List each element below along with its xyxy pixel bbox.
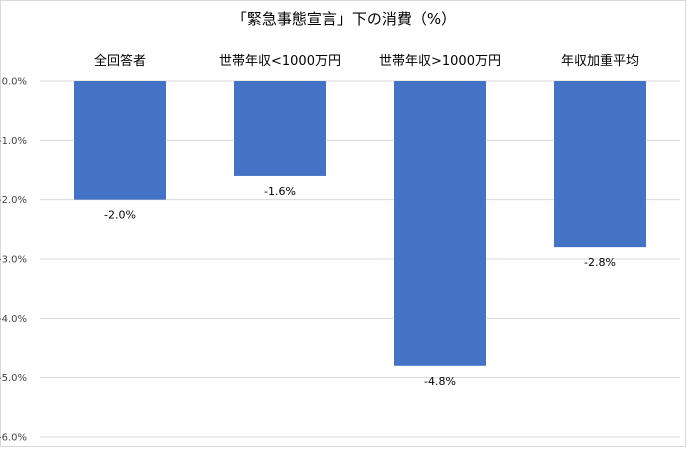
- data-label: -1.6%: [264, 185, 296, 198]
- category-label: 世帯年収<1000万円: [219, 54, 341, 69]
- category-label: 世帯年収>1000万円: [379, 54, 501, 69]
- data-label: -4.8%: [424, 375, 456, 388]
- y-tick-label: -1.0%: [0, 136, 27, 147]
- y-tick-label: -2.0%: [0, 195, 27, 206]
- data-label: -2.8%: [584, 256, 616, 269]
- data-label: -2.0%: [104, 209, 136, 222]
- category-label: 年収加重平均: [561, 53, 639, 69]
- category-label: 全回答者: [94, 53, 146, 69]
- bar: [234, 81, 326, 176]
- y-tick-label: 0.0%: [2, 77, 27, 88]
- chart-title: 「緊急事態宣言」下の消費（%）: [231, 10, 457, 28]
- bar: [554, 81, 646, 248]
- y-tick-label: -5.0%: [0, 373, 27, 384]
- bar: [394, 81, 486, 366]
- bar: [74, 81, 166, 200]
- y-tick-label: -6.0%: [0, 433, 27, 444]
- y-tick-label: -3.0%: [0, 255, 27, 266]
- y-tick-label: -4.0%: [0, 314, 27, 325]
